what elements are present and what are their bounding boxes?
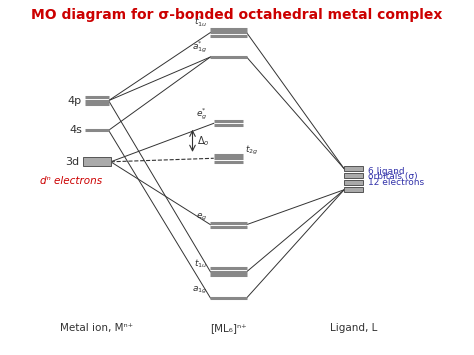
Text: Metal ion, Mⁿ⁺: Metal ion, Mⁿ⁺ — [60, 323, 134, 333]
Bar — [344, 180, 363, 185]
Text: 12 electrons: 12 electrons — [368, 178, 425, 187]
Text: 6 ligand: 6 ligand — [368, 167, 405, 176]
Text: $a_{1g}$: $a_{1g}$ — [192, 285, 207, 296]
Bar — [344, 173, 363, 178]
Text: MO diagram for σ-bonded octahedral metal complex: MO diagram for σ-bonded octahedral metal… — [31, 8, 443, 22]
Text: $t_{1u}^{*}$: $t_{1u}^{*}$ — [194, 14, 207, 29]
Text: $t_{2g}$: $t_{2g}$ — [246, 143, 259, 157]
Text: $e_g$: $e_g$ — [196, 212, 207, 223]
Bar — [344, 166, 363, 171]
Bar — [83, 157, 111, 166]
Text: $a_{1g}^{*}$: $a_{1g}^{*}$ — [192, 40, 207, 55]
Text: $\Delta_o$: $\Delta_o$ — [197, 134, 210, 148]
Text: 4p: 4p — [68, 95, 82, 106]
Text: dⁿ electrons: dⁿ electrons — [40, 176, 102, 186]
Text: orbitals (σ): orbitals (σ) — [368, 172, 418, 181]
Text: Ligand, L: Ligand, L — [330, 323, 377, 333]
Text: [ML₆]ⁿ⁺: [ML₆]ⁿ⁺ — [210, 323, 247, 333]
Text: $t_{1u}$: $t_{1u}$ — [194, 258, 207, 270]
Text: $e_g^{*}$: $e_g^{*}$ — [196, 106, 207, 122]
Bar — [344, 187, 363, 192]
Text: 3d: 3d — [65, 157, 80, 167]
Text: 4s: 4s — [69, 125, 82, 135]
